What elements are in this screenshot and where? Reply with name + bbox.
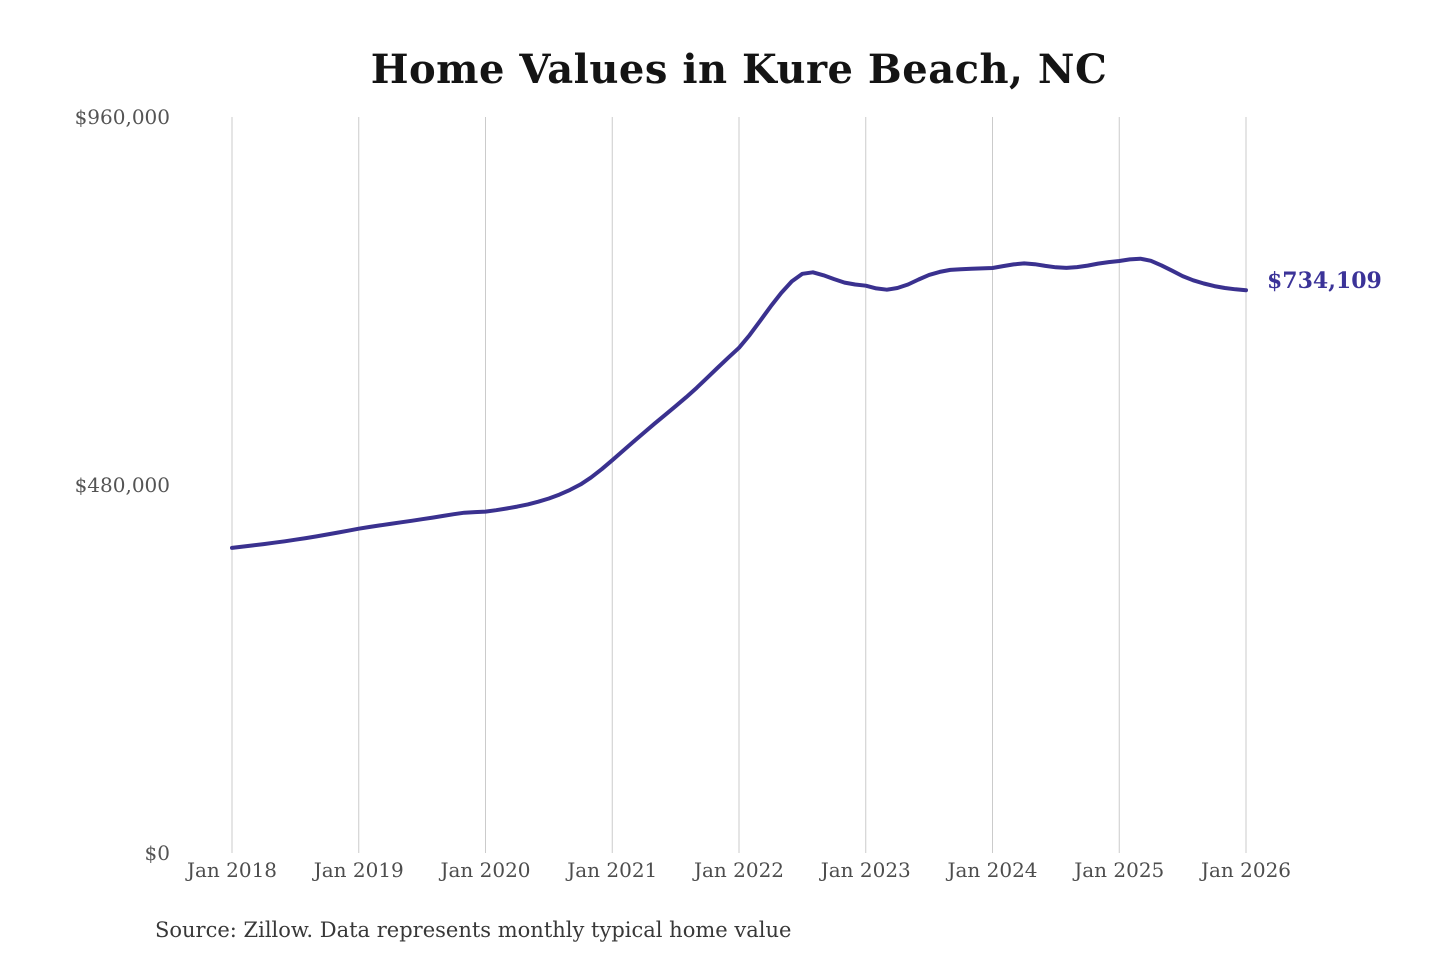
y-tick-label: $0 — [144, 841, 170, 865]
source-note: Source: Zillow. Data represents monthly … — [155, 918, 792, 942]
x-tick-label: Jan 2021 — [567, 858, 658, 882]
x-tick-label: Jan 2022 — [693, 858, 785, 882]
x-tick-label: Jan 2025 — [1074, 858, 1165, 882]
x-tick-label: Jan 2018 — [186, 858, 278, 882]
x-tick-label: Jan 2023 — [820, 858, 911, 882]
x-tick-label: Jan 2026 — [1200, 858, 1292, 882]
y-tick-label: $480,000 — [74, 473, 170, 497]
home-value-line — [230, 256, 1248, 550]
x-tick-label: Jan 2024 — [947, 858, 1038, 882]
x-tick-label: Jan 2020 — [440, 858, 531, 882]
chart-title: Home Values in Kure Beach, NC — [370, 46, 1108, 93]
y-tick-label: $960,000 — [74, 105, 170, 129]
x-tick-label: Jan 2019 — [313, 858, 404, 882]
current-value-label: $734,109 — [1267, 268, 1382, 294]
